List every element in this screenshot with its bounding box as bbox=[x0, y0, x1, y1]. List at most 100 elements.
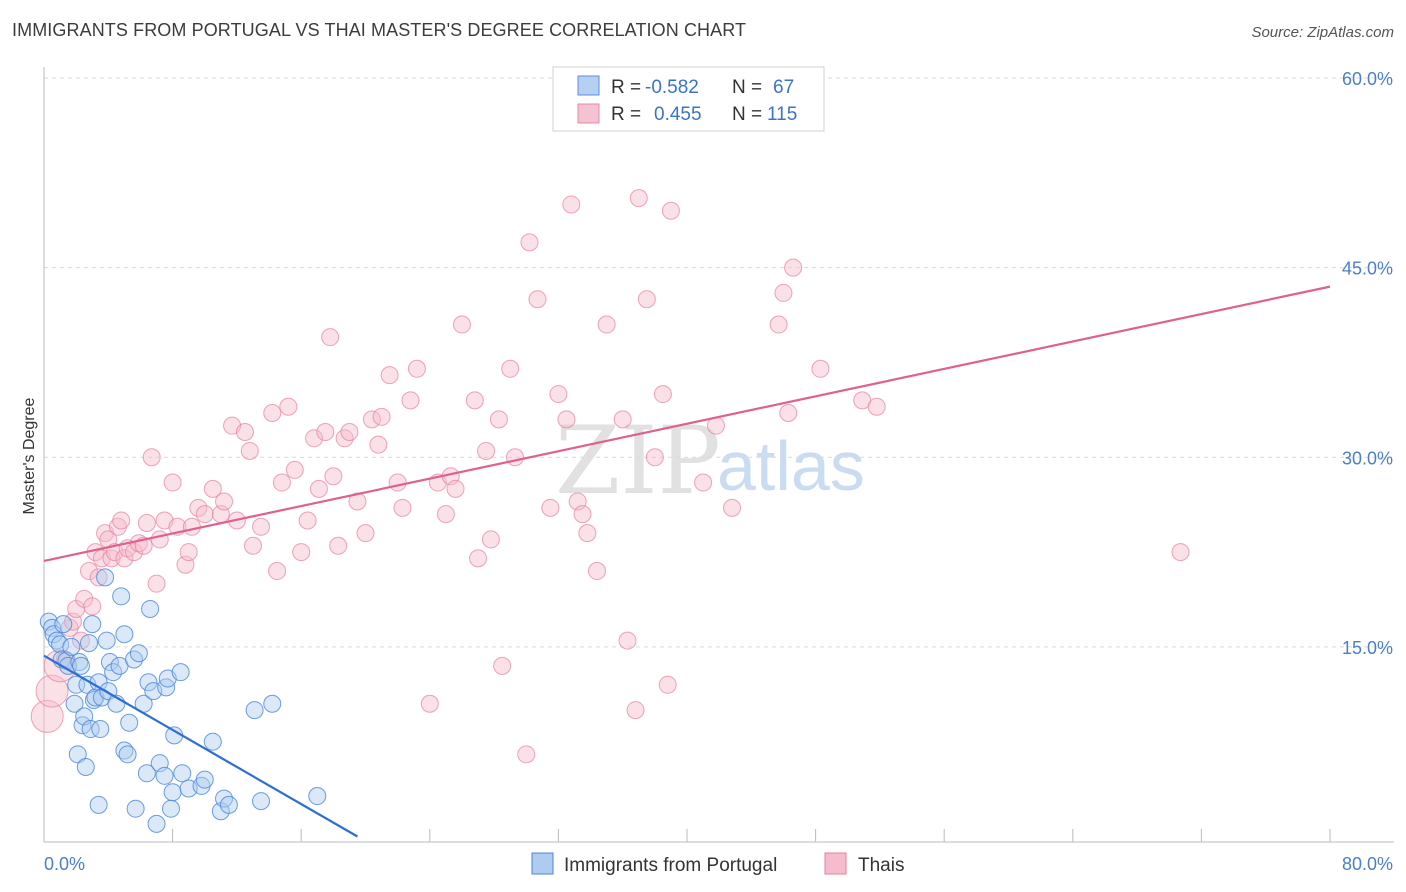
y-tick-label-60: 60.0% bbox=[1342, 69, 1393, 89]
legend-r-label-2: R = bbox=[611, 104, 641, 125]
thais-point-39 bbox=[215, 492, 234, 511]
portugal-point-66 bbox=[263, 694, 282, 713]
thais-point-84 bbox=[505, 448, 524, 467]
portugal-point-30 bbox=[100, 653, 119, 672]
portugal-point-45 bbox=[141, 599, 160, 618]
legend-swatch-blue bbox=[577, 75, 600, 96]
y-tick-label-15: 15.0% bbox=[1342, 638, 1393, 658]
thais-point-82 bbox=[493, 656, 512, 675]
thais-point-105 bbox=[661, 201, 680, 220]
thais-point-64 bbox=[369, 435, 388, 454]
legend-n-value-1: 67 bbox=[773, 77, 794, 98]
thais-point-12 bbox=[89, 568, 108, 587]
thais-point-87 bbox=[528, 290, 547, 309]
thais-point-104 bbox=[658, 675, 677, 694]
portugal-point-12 bbox=[68, 745, 87, 764]
portugal-point-21 bbox=[83, 615, 102, 634]
thais-points bbox=[30, 189, 1190, 764]
thais-point-22 bbox=[125, 543, 144, 562]
thais-point-51 bbox=[292, 543, 311, 562]
portugal-point-25 bbox=[91, 720, 110, 739]
portugal-point-27 bbox=[96, 568, 115, 587]
thais-point-73 bbox=[436, 505, 455, 524]
thais-point-77 bbox=[465, 391, 484, 410]
thais-point-66 bbox=[380, 366, 399, 385]
thais-point-27 bbox=[147, 574, 166, 593]
thais-point-54 bbox=[309, 479, 328, 498]
portugal-point-31 bbox=[104, 663, 123, 682]
bottom-legend-swatch-pink bbox=[824, 852, 847, 875]
portugal-point-60 bbox=[203, 732, 222, 751]
thais-point-1 bbox=[35, 674, 69, 708]
thais-point-75 bbox=[446, 479, 465, 498]
thais-point-113 bbox=[811, 359, 830, 378]
portugal-points bbox=[39, 568, 327, 833]
portugal-point-17 bbox=[76, 757, 95, 776]
portugal-point-28 bbox=[97, 631, 116, 650]
thais-point-60 bbox=[340, 422, 359, 441]
thais-point-88 bbox=[541, 498, 560, 517]
thais-point-45 bbox=[252, 517, 271, 536]
thais-point-81 bbox=[489, 410, 508, 429]
legend-n-value-2: 115 bbox=[767, 104, 797, 125]
thais-point-68 bbox=[393, 498, 412, 517]
thais-point-91 bbox=[562, 195, 581, 214]
thais-point-55 bbox=[316, 422, 335, 441]
source-label: Source: ZipAtlas.com bbox=[1251, 24, 1394, 41]
thais-point-86 bbox=[520, 233, 539, 252]
thais-point-95 bbox=[587, 562, 606, 581]
axes bbox=[43, 67, 1394, 843]
thais-point-53 bbox=[305, 429, 324, 448]
thais-point-116 bbox=[1171, 543, 1190, 562]
thais-point-80 bbox=[481, 530, 500, 549]
x-tick-label-start: 0.0% bbox=[44, 854, 85, 874]
legend-r-value-1: -0.582 bbox=[645, 77, 699, 98]
thais-point-10 bbox=[83, 597, 102, 616]
tick-labels: 15.0% 30.0% 45.0% 60.0% 0.0% 80.0% bbox=[44, 69, 1393, 874]
portugal-point-53 bbox=[163, 783, 182, 802]
portugal-point-64 bbox=[245, 701, 264, 720]
thais-point-93 bbox=[573, 505, 592, 524]
correlation-legend: R = -0.582 N = 67 R = 0.455 N = 115 bbox=[552, 66, 825, 132]
portugal-point-9 bbox=[62, 637, 81, 656]
portugal-point-47 bbox=[147, 814, 166, 833]
thais-point-36 bbox=[195, 505, 214, 524]
thais-point-19 bbox=[112, 511, 131, 530]
y-tick-label-30: 30.0% bbox=[1342, 448, 1393, 468]
portugal-point-41 bbox=[129, 644, 148, 663]
thais-point-90 bbox=[557, 410, 576, 429]
thais-point-111 bbox=[779, 404, 798, 423]
thais-point-99 bbox=[626, 701, 645, 720]
portugal-point-52 bbox=[161, 799, 180, 818]
thais-point-106 bbox=[694, 473, 713, 492]
bottom-legend-label-thais: Thais bbox=[858, 855, 904, 876]
thais-point-85 bbox=[517, 745, 536, 764]
thais-point-101 bbox=[637, 290, 656, 309]
thais-point-50 bbox=[285, 460, 304, 479]
thais-point-48 bbox=[272, 473, 291, 492]
x-tick-label-end: 80.0% bbox=[1342, 854, 1393, 874]
thais-point-9 bbox=[80, 562, 99, 581]
thais-point-44 bbox=[243, 536, 262, 555]
thais-point-37 bbox=[203, 479, 222, 498]
legend-r-label-1: R = bbox=[611, 77, 641, 98]
y-axis-label: Master's Degree bbox=[21, 397, 38, 514]
portugal-point-68 bbox=[89, 795, 108, 814]
thais-point-97 bbox=[613, 410, 632, 429]
thais-point-57 bbox=[324, 467, 343, 486]
thais-point-30 bbox=[163, 473, 182, 492]
thais-point-71 bbox=[420, 694, 439, 713]
portugal-point-10 bbox=[65, 694, 84, 713]
portugal-point-38 bbox=[120, 713, 139, 732]
thais-point-115 bbox=[867, 397, 886, 416]
thais-point-89 bbox=[549, 385, 568, 404]
thais-trend-line bbox=[43, 285, 1331, 563]
thais-point-78 bbox=[469, 549, 488, 568]
watermark-atlas: atlas bbox=[717, 427, 865, 505]
thais-point-96 bbox=[597, 315, 616, 334]
thais-point-67 bbox=[388, 473, 407, 492]
trend-lines bbox=[43, 285, 1331, 838]
thais-point-49 bbox=[279, 397, 298, 416]
thais-point-58 bbox=[329, 536, 348, 555]
